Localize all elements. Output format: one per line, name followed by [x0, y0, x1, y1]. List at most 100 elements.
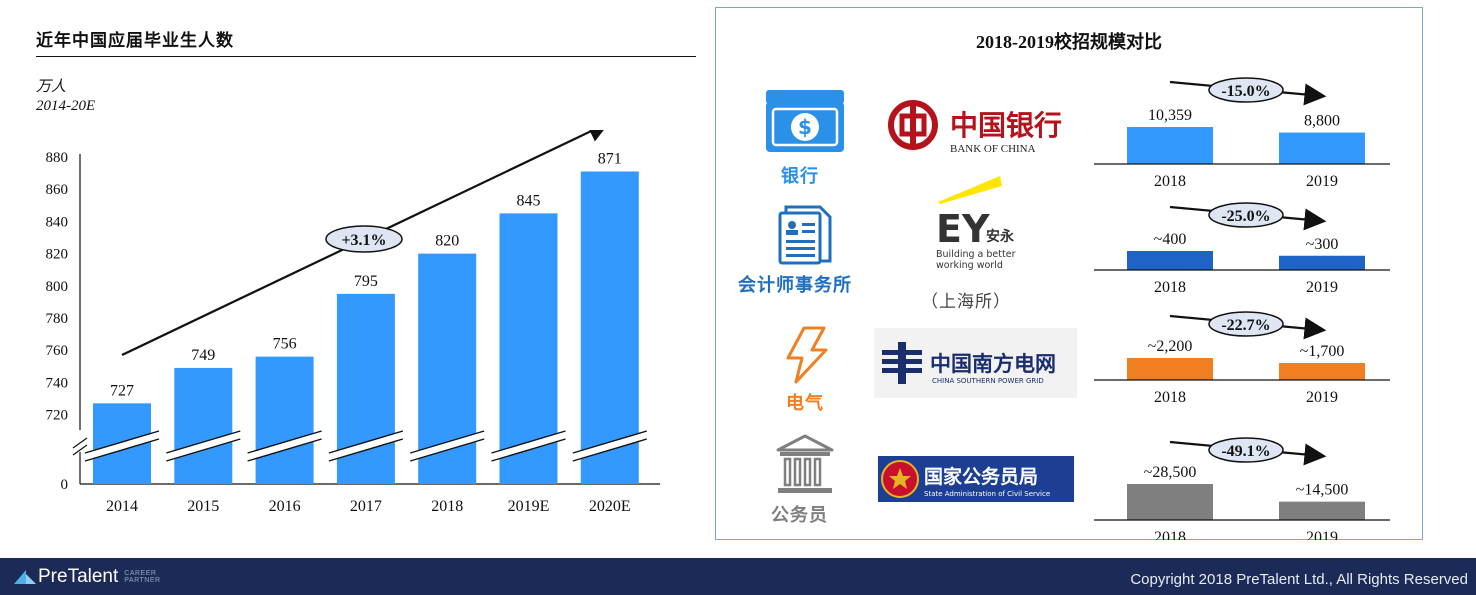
y-axis-break-mark: [72, 437, 88, 449]
bank-logo-name: 中国银行: [950, 109, 1062, 142]
x-tick-label: 2019E: [508, 498, 550, 515]
comparison-value-label: ~400: [1154, 231, 1187, 248]
copyright-text: Copyright 2018 PreTalent Ltd., All Right…: [1130, 571, 1468, 588]
comparison-value-label: ~14,500: [1296, 482, 1349, 499]
cagr-label: +3.1%: [341, 232, 386, 249]
bar-break-gap: [490, 431, 567, 461]
change-label: -25.0%: [1221, 208, 1270, 225]
change-bubble: [1208, 202, 1284, 228]
change-label: -49.1%: [1221, 443, 1270, 460]
bar-break-gap: [571, 431, 648, 461]
period-text: 2014-20E: [36, 98, 96, 114]
bar: [174, 367, 233, 484]
ey-logo-cn: 安永: [986, 228, 1015, 245]
x-tick-label: 2014: [106, 498, 138, 515]
page-title: 近年中国应届毕业生人数: [36, 31, 234, 51]
comparison-year-label: 2019: [1306, 389, 1338, 406]
bar-value-label: 820: [435, 233, 459, 250]
bar-value-label: 756: [273, 336, 297, 353]
ey-logo: EY 安永 Building a better working world: [936, 176, 1016, 271]
bar-value-label: 845: [517, 192, 541, 209]
change-bubble: [1208, 437, 1284, 463]
comparison-value-label: 10,359: [1148, 107, 1192, 124]
y-tick-label: 820: [46, 247, 69, 263]
x-tick-label: 2017: [350, 498, 382, 515]
bank-of-china-logo: 中国银行 BANK OF CHINA: [888, 100, 1062, 155]
bar-break-line: [166, 430, 241, 454]
bar-value-label: 727: [110, 382, 134, 399]
comparison-year-label: 2018: [1154, 173, 1186, 190]
bar-break-line: [328, 438, 404, 462]
ey-office-note: （上海所）: [921, 292, 1011, 312]
comparison-bar: [1127, 484, 1213, 520]
mini-chart-bank: 10,359 2018 8,800 2019 -15.0%: [1094, 77, 1390, 190]
mini-chart-accounting: ~400 2018 ~300 2019 -25.0%: [1094, 202, 1390, 296]
category-label-power: 电气: [786, 393, 824, 414]
comparison-bar: [1127, 127, 1213, 164]
comparison-bar: [1279, 255, 1365, 270]
power-logo-sub: CHINA SOUTHERN POWER GRID: [932, 377, 1044, 385]
comparison-year-label: 2018: [1154, 389, 1186, 406]
bar-break-line: [328, 430, 404, 454]
panel-title: 2018-2019校招规模对比: [976, 32, 1162, 52]
cagr-bubble: [325, 225, 403, 253]
bar-break-gap: [246, 431, 323, 461]
comparison-year-label: 2019: [1306, 173, 1338, 190]
bar: [580, 171, 639, 485]
comparison-year-label: 2018: [1154, 529, 1186, 540]
brand-tag-1: CAREER: [124, 570, 157, 577]
y-tick-label: 720: [46, 408, 69, 424]
x-tick-label: 2018: [431, 498, 463, 515]
lightning-icon: [786, 326, 828, 384]
title-divider: [36, 56, 696, 57]
unit-label: 万人 2014-20E: [36, 78, 95, 116]
banknote-icon: $: [766, 90, 844, 152]
civil-service-bureau-logo: 国家公务员局 State Administration of Civil Ser…: [878, 456, 1074, 502]
bar-break-line: [84, 430, 160, 454]
mini-chart-civil-service: ~28,500 2018 ~14,500 2019 -49.1%: [1094, 437, 1390, 540]
y-tick-label: 840: [46, 214, 69, 230]
government-building-icon: [776, 434, 834, 493]
bar-value-label: 749: [191, 347, 215, 364]
comparison-year-label: 2018: [1154, 279, 1186, 296]
change-bubble: [1208, 311, 1284, 337]
comparison-value-label: ~2,200: [1148, 338, 1193, 355]
bar-break-line: [491, 430, 566, 454]
brand-tag-2: PARTNER: [124, 577, 161, 584]
x-tick-label: 2020E: [589, 498, 631, 515]
ey-logo-name: EY: [936, 207, 990, 251]
brand-logo: PreTalent CAREER PARTNER: [12, 566, 161, 588]
comparison-year-label: 2019: [1306, 529, 1338, 540]
bar-break-line: [491, 438, 566, 462]
comparison-value-label: ~300: [1306, 236, 1339, 253]
pretalent-logo-icon: [14, 570, 36, 584]
bar-break-gap: [165, 431, 242, 461]
y-tick-label: 760: [46, 343, 69, 359]
bar-break-line: [410, 430, 485, 454]
bar-break-line: [84, 438, 160, 462]
bar-break-line: [166, 438, 241, 462]
china-southern-power-grid-logo: 中国南方电网 CHINA SOUTHERN POWER GRID: [874, 328, 1077, 398]
comparison-value-label: 8,800: [1304, 113, 1340, 130]
category-label-civil-service: 公务员: [771, 505, 828, 526]
brand-name: PreTalent: [38, 566, 119, 587]
y-tick-label: 740: [46, 375, 69, 391]
change-label: -22.7%: [1221, 317, 1270, 334]
bar-break-line: [572, 430, 647, 454]
bar-value-label: 871: [598, 150, 622, 167]
bar-break-gap: [84, 431, 160, 461]
comparison-bar: [1127, 358, 1213, 380]
recruitment-comparison-panel: 2018-2019校招规模对比 $ 银行 中国银行 BANK OF CHINA …: [715, 7, 1423, 540]
y-tick-label: 780: [46, 311, 69, 327]
comparison-value-label: ~1,700: [1300, 343, 1345, 360]
comparison-bar: [1279, 132, 1365, 164]
comparison-bar: [1279, 363, 1365, 380]
mini-chart-power: ~2,200 2018 ~1,700 2019 -22.7%: [1094, 311, 1390, 406]
change-bubble: [1208, 77, 1284, 103]
power-logo-name: 中国南方电网: [930, 352, 1056, 376]
svg-text:$: $: [798, 115, 812, 139]
civil-logo-sub: State Administration of Civil Service: [924, 490, 1050, 498]
bank-logo-sub: BANK OF CHINA: [950, 143, 1036, 155]
bar-break-line: [410, 438, 485, 462]
y-tick-label: 800: [46, 279, 69, 295]
